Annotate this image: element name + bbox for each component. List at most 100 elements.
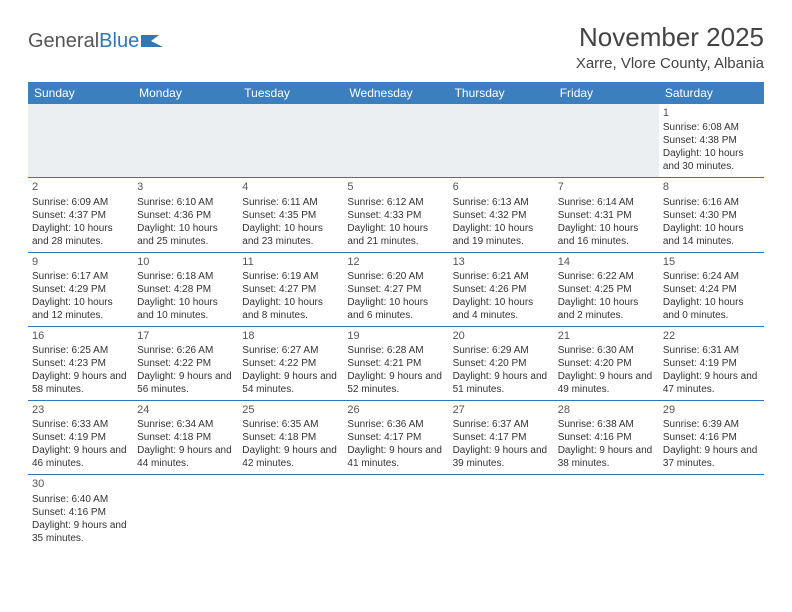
sunrise-text: Sunrise: 6:10 AM (137, 196, 234, 209)
daylight-text: Daylight: 10 hours and 16 minutes. (558, 222, 655, 248)
sunrise-text: Sunrise: 6:37 AM (453, 418, 550, 431)
daylight-text: Daylight: 10 hours and 10 minutes. (137, 296, 234, 322)
calendar-day-cell: 6Sunrise: 6:13 AMSunset: 4:32 PMDaylight… (449, 178, 554, 252)
calendar-day-cell: 19Sunrise: 6:28 AMSunset: 4:21 PMDayligh… (343, 326, 448, 400)
day-number: 17 (137, 329, 234, 343)
day-number: 26 (347, 403, 444, 417)
day-number: 27 (453, 403, 550, 417)
daylight-text: Daylight: 9 hours and 35 minutes. (32, 519, 129, 545)
calendar-day-cell: 18Sunrise: 6:27 AMSunset: 4:22 PMDayligh… (238, 326, 343, 400)
sunset-text: Sunset: 4:37 PM (32, 209, 129, 222)
day-number: 18 (242, 329, 339, 343)
sunset-text: Sunset: 4:30 PM (663, 209, 760, 222)
calendar-day-cell: 4Sunrise: 6:11 AMSunset: 4:35 PMDaylight… (238, 178, 343, 252)
calendar-day-cell: 26Sunrise: 6:36 AMSunset: 4:17 PMDayligh… (343, 401, 448, 475)
calendar-day-cell (238, 475, 343, 549)
calendar-day-cell: 15Sunrise: 6:24 AMSunset: 4:24 PMDayligh… (659, 252, 764, 326)
calendar-day-cell: 27Sunrise: 6:37 AMSunset: 4:17 PMDayligh… (449, 401, 554, 475)
calendar-day-cell (343, 475, 448, 549)
day-number: 25 (242, 403, 339, 417)
calendar-day-cell: 9Sunrise: 6:17 AMSunset: 4:29 PMDaylight… (28, 252, 133, 326)
sunset-text: Sunset: 4:18 PM (137, 431, 234, 444)
calendar-day-cell: 2Sunrise: 6:09 AMSunset: 4:37 PMDaylight… (28, 178, 133, 252)
calendar-day-cell: 29Sunrise: 6:39 AMSunset: 4:16 PMDayligh… (659, 401, 764, 475)
sunrise-text: Sunrise: 6:16 AM (663, 196, 760, 209)
sunset-text: Sunset: 4:32 PM (453, 209, 550, 222)
day-number: 15 (663, 255, 760, 269)
calendar-week-row: 16Sunrise: 6:25 AMSunset: 4:23 PMDayligh… (28, 326, 764, 400)
sunrise-text: Sunrise: 6:21 AM (453, 270, 550, 283)
calendar-day-cell: 8Sunrise: 6:16 AMSunset: 4:30 PMDaylight… (659, 178, 764, 252)
day-number: 5 (347, 180, 444, 194)
calendar-day-cell (238, 104, 343, 178)
sunrise-text: Sunrise: 6:17 AM (32, 270, 129, 283)
sunrise-text: Sunrise: 6:28 AM (347, 344, 444, 357)
sunset-text: Sunset: 4:26 PM (453, 283, 550, 296)
calendar-day-cell: 23Sunrise: 6:33 AMSunset: 4:19 PMDayligh… (28, 401, 133, 475)
calendar-week-row: 9Sunrise: 6:17 AMSunset: 4:29 PMDaylight… (28, 252, 764, 326)
calendar-body: 1Sunrise: 6:08 AMSunset: 4:38 PMDaylight… (28, 104, 764, 549)
sunrise-text: Sunrise: 6:24 AM (663, 270, 760, 283)
day-number: 29 (663, 403, 760, 417)
sunrise-text: Sunrise: 6:26 AM (137, 344, 234, 357)
day-number: 3 (137, 180, 234, 194)
sunset-text: Sunset: 4:36 PM (137, 209, 234, 222)
sunset-text: Sunset: 4:24 PM (663, 283, 760, 296)
sunset-text: Sunset: 4:20 PM (558, 357, 655, 370)
weekday-header: Sunday (28, 82, 133, 104)
sunrise-text: Sunrise: 6:34 AM (137, 418, 234, 431)
sunset-text: Sunset: 4:27 PM (347, 283, 444, 296)
sunrise-text: Sunrise: 6:08 AM (663, 121, 760, 134)
calendar-week-row: 1Sunrise: 6:08 AMSunset: 4:38 PMDaylight… (28, 104, 764, 178)
sunrise-text: Sunrise: 6:25 AM (32, 344, 129, 357)
sunrise-text: Sunrise: 6:38 AM (558, 418, 655, 431)
sunrise-text: Sunrise: 6:30 AM (558, 344, 655, 357)
day-number: 8 (663, 180, 760, 194)
sunset-text: Sunset: 4:18 PM (242, 431, 339, 444)
calendar-day-cell (659, 475, 764, 549)
sunset-text: Sunset: 4:17 PM (347, 431, 444, 444)
calendar-day-cell: 24Sunrise: 6:34 AMSunset: 4:18 PMDayligh… (133, 401, 238, 475)
sunrise-text: Sunrise: 6:14 AM (558, 196, 655, 209)
sunset-text: Sunset: 4:17 PM (453, 431, 550, 444)
calendar-day-cell: 12Sunrise: 6:20 AMSunset: 4:27 PMDayligh… (343, 252, 448, 326)
daylight-text: Daylight: 10 hours and 2 minutes. (558, 296, 655, 322)
daylight-text: Daylight: 10 hours and 4 minutes. (453, 296, 550, 322)
day-number: 7 (558, 180, 655, 194)
day-number: 4 (242, 180, 339, 194)
calendar-week-row: 2Sunrise: 6:09 AMSunset: 4:37 PMDaylight… (28, 178, 764, 252)
weekday-header: Wednesday (343, 82, 448, 104)
sunrise-text: Sunrise: 6:22 AM (558, 270, 655, 283)
calendar-day-cell: 25Sunrise: 6:35 AMSunset: 4:18 PMDayligh… (238, 401, 343, 475)
weekday-header: Thursday (449, 82, 554, 104)
calendar-header-row: Sunday Monday Tuesday Wednesday Thursday… (28, 82, 764, 104)
day-number: 16 (32, 329, 129, 343)
calendar-day-cell (343, 104, 448, 178)
title-block: November 2025 Xarre, Vlore County, Alban… (576, 22, 764, 72)
calendar-day-cell: 10Sunrise: 6:18 AMSunset: 4:28 PMDayligh… (133, 252, 238, 326)
daylight-text: Daylight: 10 hours and 25 minutes. (137, 222, 234, 248)
sunrise-text: Sunrise: 6:31 AM (663, 344, 760, 357)
sunrise-text: Sunrise: 6:11 AM (242, 196, 339, 209)
sunset-text: Sunset: 4:33 PM (347, 209, 444, 222)
calendar-day-cell: 14Sunrise: 6:22 AMSunset: 4:25 PMDayligh… (554, 252, 659, 326)
day-number: 20 (453, 329, 550, 343)
calendar-page: GeneralBlue November 2025 Xarre, Vlore C… (0, 0, 792, 549)
calendar-table: Sunday Monday Tuesday Wednesday Thursday… (28, 82, 764, 549)
sunrise-text: Sunrise: 6:12 AM (347, 196, 444, 209)
daylight-text: Daylight: 9 hours and 51 minutes. (453, 370, 550, 396)
daylight-text: Daylight: 9 hours and 47 minutes. (663, 370, 760, 396)
calendar-day-cell: 11Sunrise: 6:19 AMSunset: 4:27 PMDayligh… (238, 252, 343, 326)
logo-text-general: General (28, 30, 99, 53)
daylight-text: Daylight: 10 hours and 6 minutes. (347, 296, 444, 322)
sunrise-text: Sunrise: 6:20 AM (347, 270, 444, 283)
calendar-day-cell: 16Sunrise: 6:25 AMSunset: 4:23 PMDayligh… (28, 326, 133, 400)
calendar-day-cell (449, 104, 554, 178)
calendar-day-cell: 22Sunrise: 6:31 AMSunset: 4:19 PMDayligh… (659, 326, 764, 400)
calendar-day-cell (554, 104, 659, 178)
calendar-week-row: 23Sunrise: 6:33 AMSunset: 4:19 PMDayligh… (28, 401, 764, 475)
sunset-text: Sunset: 4:22 PM (137, 357, 234, 370)
sunset-text: Sunset: 4:20 PM (453, 357, 550, 370)
day-number: 10 (137, 255, 234, 269)
logo-flag-icon (141, 33, 163, 47)
